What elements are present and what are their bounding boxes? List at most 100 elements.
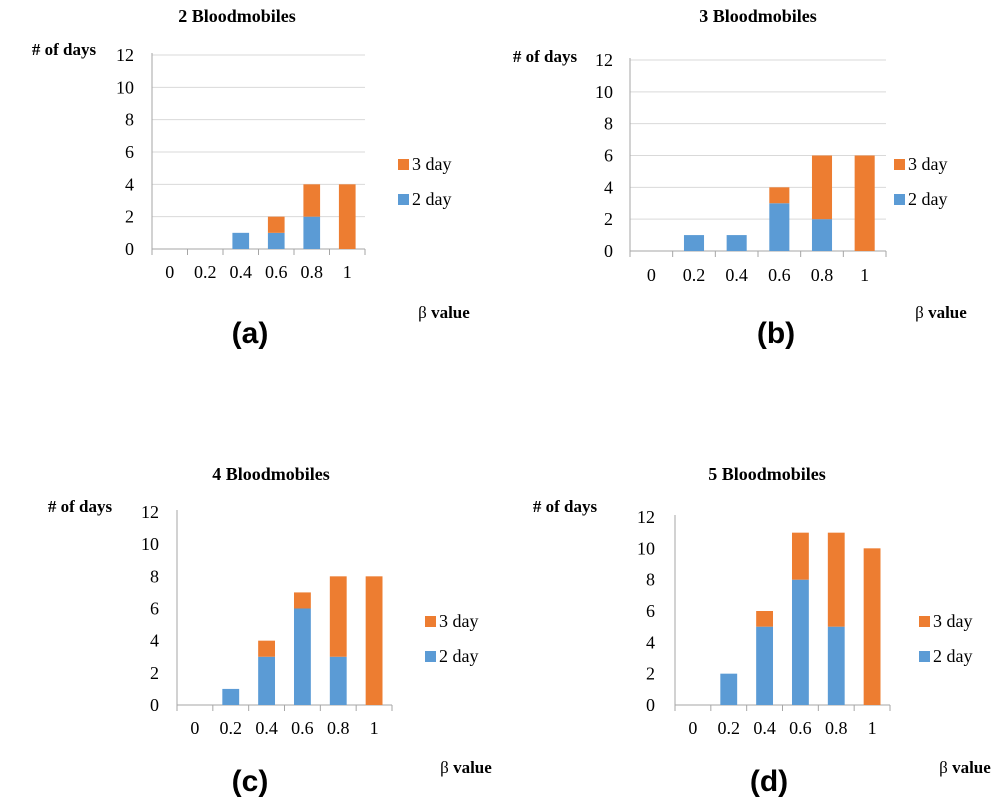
y-tick-label: 8 [604, 114, 613, 134]
panel-caption: (a) [232, 317, 269, 350]
bar-2-day-0.6 [293, 608, 311, 705]
bar-3-day-0.8 [329, 576, 347, 657]
x-tick-label: 0.8 [301, 262, 324, 282]
x-tick-label: 0.8 [327, 718, 350, 738]
y-tick-label: 12 [116, 45, 134, 65]
bar-3-day-0.6 [267, 216, 285, 233]
x-tick-label: 0 [647, 265, 656, 285]
chart-panel-b: 3 Bloodmobiles # of days 0 2 4 6 8 10 12 0 0.2 0.4 0… [500, 0, 997, 360]
bar-3-day-0.4 [258, 640, 276, 657]
bar-3-day-1 [863, 548, 881, 705]
x-tick-label: 0.4 [725, 265, 748, 285]
y-tick-label: 4 [604, 177, 613, 197]
bar-3-day-1 [365, 576, 383, 705]
x-tick-label: 0.2 [718, 718, 741, 738]
bar-3-day-0.8 [303, 184, 321, 217]
y-tick-label: 6 [125, 142, 134, 162]
y-tick-label: 6 [646, 601, 655, 621]
legend-label-2-day: 2 day [412, 189, 452, 209]
x-axis-label: β value [939, 758, 991, 777]
y-tick-label: 2 [646, 664, 655, 684]
legend-swatch-3-day [919, 616, 930, 627]
legend-swatch-2-day [425, 651, 436, 662]
bar-2-day-0.6 [791, 579, 809, 705]
y-tick-label: 10 [116, 77, 134, 97]
x-tick-label: 0.8 [825, 718, 848, 738]
chart-b: 3 Bloodmobiles # of days 0 2 4 6 8 10 12 0 0.2 0.4 0… [513, 6, 967, 350]
chart-title: 2 Bloodmobiles [178, 6, 296, 26]
x-tick-label: 0.6 [768, 265, 791, 285]
y-axis-label: # of days [533, 497, 598, 516]
y-tick-label: 2 [604, 209, 613, 229]
legend-swatch-3-day [425, 616, 436, 627]
x-tick-label: 0.8 [811, 265, 834, 285]
bar-3-day-0.4 [756, 611, 774, 627]
x-tick-label: 0 [165, 262, 174, 282]
x-tick-label: 1 [868, 718, 877, 738]
bar-2-day-0.8 [827, 626, 845, 705]
x-axis-label: β value [440, 758, 492, 777]
y-tick-label: 8 [125, 110, 134, 130]
bar-3-day-0.8 [811, 155, 833, 220]
y-tick-label: 0 [125, 239, 134, 259]
chart-panel-a: 2 Bloodmobiles # of days 0 2 4 6 8 10 12 0 0.2 0.4 0… [0, 0, 500, 360]
x-tick-label: 0.4 [230, 262, 253, 282]
y-tick-label: 4 [646, 632, 655, 652]
y-axis-label: # of days [513, 47, 578, 66]
bar-3-day-0.6 [769, 187, 790, 204]
bar-2-day-0.8 [303, 216, 321, 249]
bar-2-day-0.4 [756, 626, 774, 705]
legend-swatch-2-day [398, 194, 409, 205]
bar-2-day-0.6 [267, 232, 285, 249]
chart-title: 3 Bloodmobiles [699, 6, 817, 26]
x-axis-label: β value [418, 303, 470, 322]
bar-2-day-0.4 [232, 232, 250, 249]
y-axis-label: # of days [48, 497, 113, 516]
y-tick-label: 10 [141, 534, 159, 554]
x-tick-label: 0.6 [291, 718, 314, 738]
legend-label-2-day: 2 day [439, 646, 479, 666]
bar-2-day-0.8 [811, 219, 833, 251]
bar-2-day-0.4 [726, 235, 747, 251]
bar-2-day-0.4 [258, 656, 276, 705]
chart-title: 4 Bloodmobiles [212, 464, 330, 484]
y-tick-label: 2 [150, 663, 159, 683]
panel-caption: (b) [757, 317, 795, 350]
legend-swatch-2-day [894, 194, 905, 205]
y-axis-label: # of days [32, 40, 97, 59]
bar-3-day-0.6 [293, 592, 311, 609]
y-tick-label: 4 [125, 174, 134, 194]
y-tick-label: 12 [595, 50, 613, 70]
chart-c: 4 Bloodmobiles # of days 0 2 4 6 8 10 12 0 0.2 0.4 0… [48, 464, 492, 798]
bar-3-day-0.8 [827, 532, 845, 627]
y-tick-label: 8 [150, 566, 159, 586]
x-tick-label: 0.2 [220, 718, 243, 738]
chart-panel-c: 4 Bloodmobiles # of days 0 2 4 6 8 10 12 0 0.2 0.4 0… [0, 455, 500, 807]
legend-swatch-2-day [919, 651, 930, 662]
x-tick-label: 0.6 [789, 718, 812, 738]
y-tick-label: 0 [150, 695, 159, 715]
x-tick-label: 0 [688, 718, 697, 738]
x-tick-label: 0.2 [683, 265, 706, 285]
y-tick-label: 2 [125, 207, 134, 227]
bar-2-day-0.2 [222, 688, 240, 705]
bar-2-day-0.2 [683, 235, 705, 251]
legend-label-2-day: 2 day [933, 646, 973, 666]
panel-caption: (d) [750, 765, 788, 798]
y-tick-label: 12 [637, 507, 655, 527]
x-tick-label: 1 [860, 265, 869, 285]
y-tick-label: 6 [604, 146, 613, 166]
x-tick-label: 0.4 [753, 718, 776, 738]
y-tick-label: 6 [150, 599, 159, 619]
bar-3-day-1 [338, 184, 356, 249]
chart-a: 2 Bloodmobiles # of days 0 2 4 6 8 10 12 0 0.2 0.4 0… [32, 6, 470, 350]
y-tick-label: 8 [646, 570, 655, 590]
bar-2-day-0.6 [769, 203, 790, 251]
legend-swatch-3-day [894, 159, 905, 170]
y-tick-label: 4 [150, 631, 159, 651]
x-tick-label: 1 [343, 262, 352, 282]
x-tick-label: 0 [190, 718, 199, 738]
legend-label-3-day: 3 day [439, 611, 479, 631]
y-tick-label: 0 [604, 241, 613, 261]
chart-title: 5 Bloodmobiles [708, 464, 826, 484]
